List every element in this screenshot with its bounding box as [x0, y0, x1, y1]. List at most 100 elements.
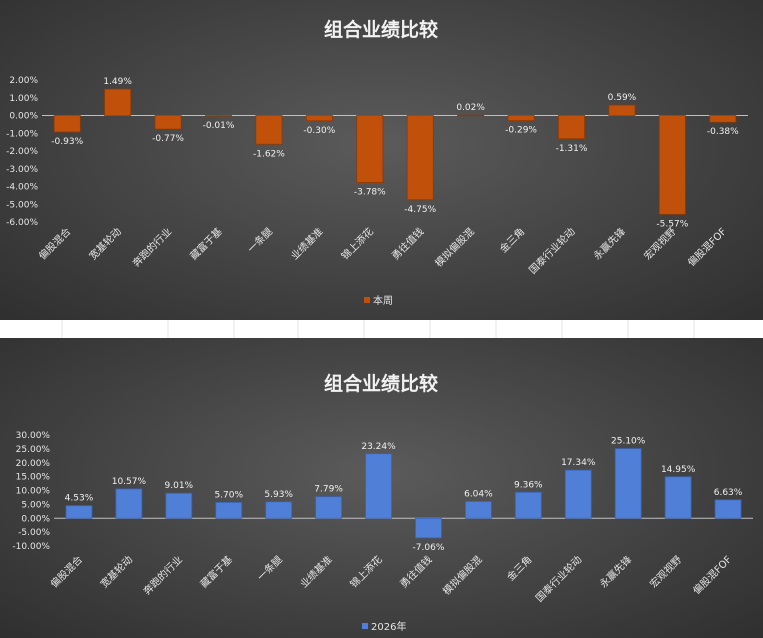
category-label: 国泰行业轮动: [533, 553, 585, 605]
y-tick-label: -5.00%: [6, 200, 38, 210]
bar: [564, 469, 592, 519]
y-tick-label: -4.00%: [6, 183, 38, 193]
bar: [664, 476, 692, 519]
category-label: 宽基轮动: [86, 225, 123, 262]
category-label: 藏富于基: [187, 225, 224, 262]
data-labels: -0.93% 1.49% -0.77% -0.01% -1.62% -0.30% -3.78…: [51, 77, 739, 229]
data-label: 10.57%: [112, 477, 147, 487]
category-label: 模拟偏股混: [432, 225, 477, 270]
category-label: 永赢先锋: [597, 553, 634, 590]
y-tick-label: 15.00%: [16, 473, 51, 483]
bar: [514, 491, 542, 519]
bar: [255, 115, 283, 145]
legend-label: 本周: [373, 294, 393, 307]
data-label: -1.62%: [253, 149, 285, 159]
category-label: 一条腿: [245, 225, 275, 255]
y-tick-label: 20.00%: [16, 459, 51, 469]
category-label: 国泰行业轮动: [526, 225, 578, 277]
bars: [53, 88, 737, 215]
legend: 本周: [364, 294, 393, 307]
category-label: 锦上添花: [338, 225, 375, 262]
data-label: -3.78%: [354, 188, 386, 198]
data-label: 5.93%: [264, 490, 293, 500]
y-tick-label: -10.00%: [12, 542, 50, 552]
category-label: 偏股混合: [36, 225, 73, 262]
category-label: 偏股混FOF: [690, 553, 734, 597]
bar: [557, 115, 586, 140]
ytd-performance-chart-panel: 组合业绩比较 30.00% 25.00% 20.00% 15.00% 10.00% 5.0…: [0, 338, 763, 638]
bar: [658, 115, 686, 215]
category-label: 宏观视野: [641, 225, 678, 262]
data-label: -5.57%: [656, 219, 688, 229]
bar: [714, 499, 742, 519]
bar: [315, 496, 342, 519]
data-label: -0.30%: [303, 126, 335, 136]
data-label: 5.70%: [214, 490, 243, 500]
panel-separator: [0, 320, 763, 338]
bar: [507, 115, 535, 122]
category-label: 金三角: [497, 225, 527, 255]
bar: [406, 115, 434, 201]
bar: [365, 453, 392, 519]
bar: [614, 448, 642, 519]
y-tick-label: -2.00%: [6, 147, 38, 157]
legend-swatch: [364, 297, 370, 303]
bar: [415, 517, 442, 539]
category-label: 偏股混合: [48, 553, 85, 590]
data-label: 9.01%: [165, 481, 194, 491]
separator-grid: [61, 320, 695, 338]
data-label: 14.95%: [661, 465, 696, 475]
y-tick-label: 0.00%: [9, 112, 38, 122]
data-label: 1.49%: [103, 77, 132, 87]
bars: [65, 448, 742, 539]
bar: [65, 505, 93, 519]
data-label: 6.04%: [464, 489, 493, 499]
category-label: 金三角: [504, 553, 534, 583]
category-label: 模拟偏股混: [440, 553, 485, 598]
data-label: 25.10%: [611, 437, 646, 447]
bar: [709, 115, 737, 123]
category-label: 勇往值钱: [397, 553, 434, 590]
data-label: -0.29%: [505, 126, 537, 136]
legend-label: 2026年: [371, 620, 406, 633]
bar: [204, 115, 233, 117]
y-tick-label: 1.00%: [9, 94, 38, 104]
y-tick-label: -6.00%: [6, 218, 38, 228]
category-labels: 偏股混合 宽基轮动 奔跑的行业 藏富于基 一条腿 业绩基准 锦上添花 勇往值钱 模拟偏股混 金三角…: [48, 553, 735, 605]
bar: [215, 502, 243, 519]
bar: [356, 115, 384, 183]
y-tick-label: 10.00%: [16, 487, 51, 497]
category-labels: 偏股混合 宽基轮动 奔跑的行业 藏富于基 一条腿 业绩基准 锦上添花 勇往值钱 模拟偏股混 金三角…: [36, 225, 729, 277]
data-label: 0.59%: [608, 93, 637, 103]
data-label: 7.79%: [314, 485, 343, 495]
category-label: 勇往值钱: [389, 225, 426, 262]
y-tick-label: 30.00%: [16, 431, 51, 441]
bar: [104, 88, 132, 116]
category-label: 奔跑的行业: [130, 225, 175, 270]
data-label: 9.36%: [514, 480, 543, 490]
y-tick-label: -1.00%: [6, 129, 38, 139]
y-tick-label: -3.00%: [6, 165, 38, 175]
bar: [53, 115, 81, 133]
category-label: 藏富于基: [197, 553, 234, 590]
legend: 2026年: [362, 620, 406, 633]
data-label: 6.63%: [714, 488, 743, 498]
bar: [265, 501, 293, 519]
weekly-performance-chart-panel: 组合业绩比较 2.00% 1.00% 0.00% -1.00% -2.00% -3.00%…: [0, 0, 763, 320]
category-label: 宽基轮动: [98, 553, 135, 590]
data-label: -1.31%: [556, 144, 588, 154]
category-label: 奔跑的行业: [140, 553, 185, 598]
bar: [305, 115, 333, 122]
category-label: 业绩基准: [288, 225, 325, 262]
bar: [165, 492, 193, 519]
weekly-performance-chart: 组合业绩比较 2.00% 1.00% 0.00% -1.00% -2.00% -3.00%…: [6, 18, 748, 307]
data-label: 17.34%: [561, 458, 596, 468]
chart-title: 组合业绩比较: [324, 18, 438, 41]
data-label: -0.93%: [51, 137, 83, 147]
data-label: 0.02%: [456, 103, 485, 113]
category-label: 永赢先锋: [591, 225, 628, 262]
bar: [457, 114, 485, 117]
category-label: 偏股混FOF: [685, 225, 729, 269]
data-labels: 4.53% 10.57% 9.01% 5.70% 5.93% 7.79% 23.24% -7.…: [65, 437, 743, 553]
category-label: 业绩基准: [297, 553, 334, 590]
